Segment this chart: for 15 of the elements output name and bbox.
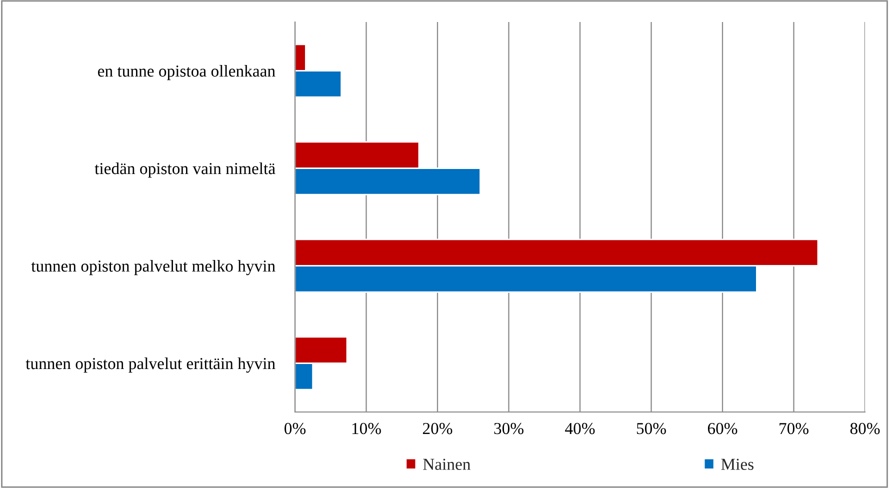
y-tick-label: en tunne opistoa ollenkaan	[98, 64, 276, 80]
x-tick-label: 30%	[494, 422, 524, 434]
x-tick-label: 60%	[708, 422, 738, 434]
x-tick-label: 80%	[850, 422, 880, 434]
x-tick-label: 50%	[636, 422, 666, 434]
legend-label: Mies	[721, 458, 754, 470]
x-tick-label: 10%	[352, 422, 381, 434]
x-tick-label: 70%	[780, 422, 808, 434]
legend-label: Nainen	[423, 458, 470, 470]
x-tick-label: 40%	[565, 422, 595, 434]
y-tick-label: tiedän opiston vain nimeltä	[94, 162, 276, 178]
x-tick-label: 20%	[422, 422, 452, 434]
x-tick-label: 0%	[284, 422, 306, 434]
y-tick-label: tunnen opiston palvelut melko hyvin	[31, 260, 276, 276]
y-tick-label: tunnen opiston palvelut erittäin hyvin	[26, 357, 276, 373]
